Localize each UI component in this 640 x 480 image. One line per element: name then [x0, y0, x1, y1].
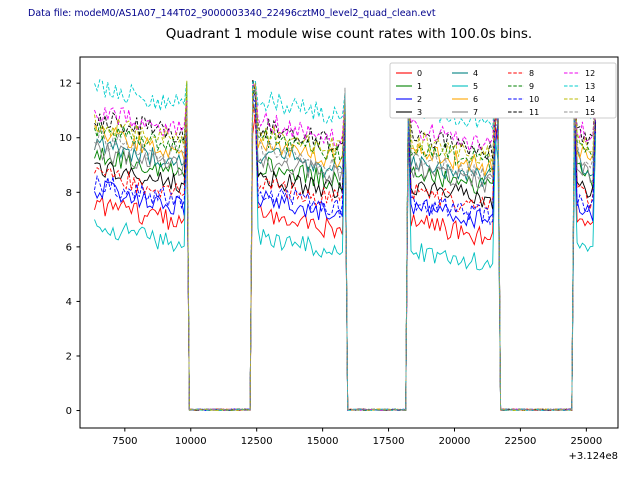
series-line-14: [94, 80, 597, 411]
x-axis-offset-label: +3.124e8: [568, 451, 618, 462]
x-tick-label: 12500: [241, 436, 273, 447]
series-lines: [94, 76, 597, 412]
legend-box: [389, 62, 617, 119]
legend-label-5: 5: [473, 82, 478, 91]
x-tick-label: 22500: [505, 436, 537, 447]
legend-label-3: 3: [417, 108, 422, 117]
y-tick-label: 4: [66, 297, 72, 308]
plot-title: Quadrant 1 module wise count rates with …: [165, 26, 533, 42]
legend-label-14: 14: [585, 95, 595, 104]
series-line-15: [94, 87, 597, 411]
y-tick-label: 2: [66, 351, 72, 362]
y-tick-label: 6: [66, 242, 72, 253]
y-axis-ticks: 0 2 4 6 8 10 12: [59, 79, 80, 417]
y-tick-label: 12: [59, 79, 72, 90]
x-tick-label: 7500: [112, 436, 137, 447]
legend-label-2: 2: [417, 95, 422, 104]
x-tick-label: 17500: [373, 436, 405, 447]
axes-box: [79, 56, 619, 429]
legend-label-0: 0: [417, 69, 422, 78]
legend-label-1: 1: [417, 82, 422, 91]
legend-label-8: 8: [529, 69, 534, 78]
x-tick-label: 10000: [175, 436, 207, 447]
x-tick-label: 15000: [307, 436, 339, 447]
legend-label-12: 12: [585, 69, 595, 78]
legend-label-6: 6: [473, 95, 478, 104]
x-tick-label: 25000: [570, 436, 602, 447]
data-file-header: Data file: modeM0/AS1A07_144T02_90000033…: [28, 8, 436, 19]
y-tick-label: 10: [59, 133, 72, 144]
legend-label-13: 13: [585, 82, 595, 91]
legend-label-10: 10: [529, 95, 539, 104]
legend-label-4: 4: [473, 69, 478, 78]
legend-label-7: 7: [473, 108, 478, 117]
y-tick-label: 8: [66, 188, 72, 199]
x-axis-ticks: 7500 10000 12500 15000 17500 20000 22500 25000: [112, 428, 602, 447]
legend-label-15: 15: [585, 108, 595, 117]
legend-label-9: 9: [529, 82, 534, 91]
y-tick-label: 0: [66, 406, 72, 417]
legend-label-11: 11: [529, 108, 539, 117]
x-tick-label: 20000: [439, 436, 471, 447]
